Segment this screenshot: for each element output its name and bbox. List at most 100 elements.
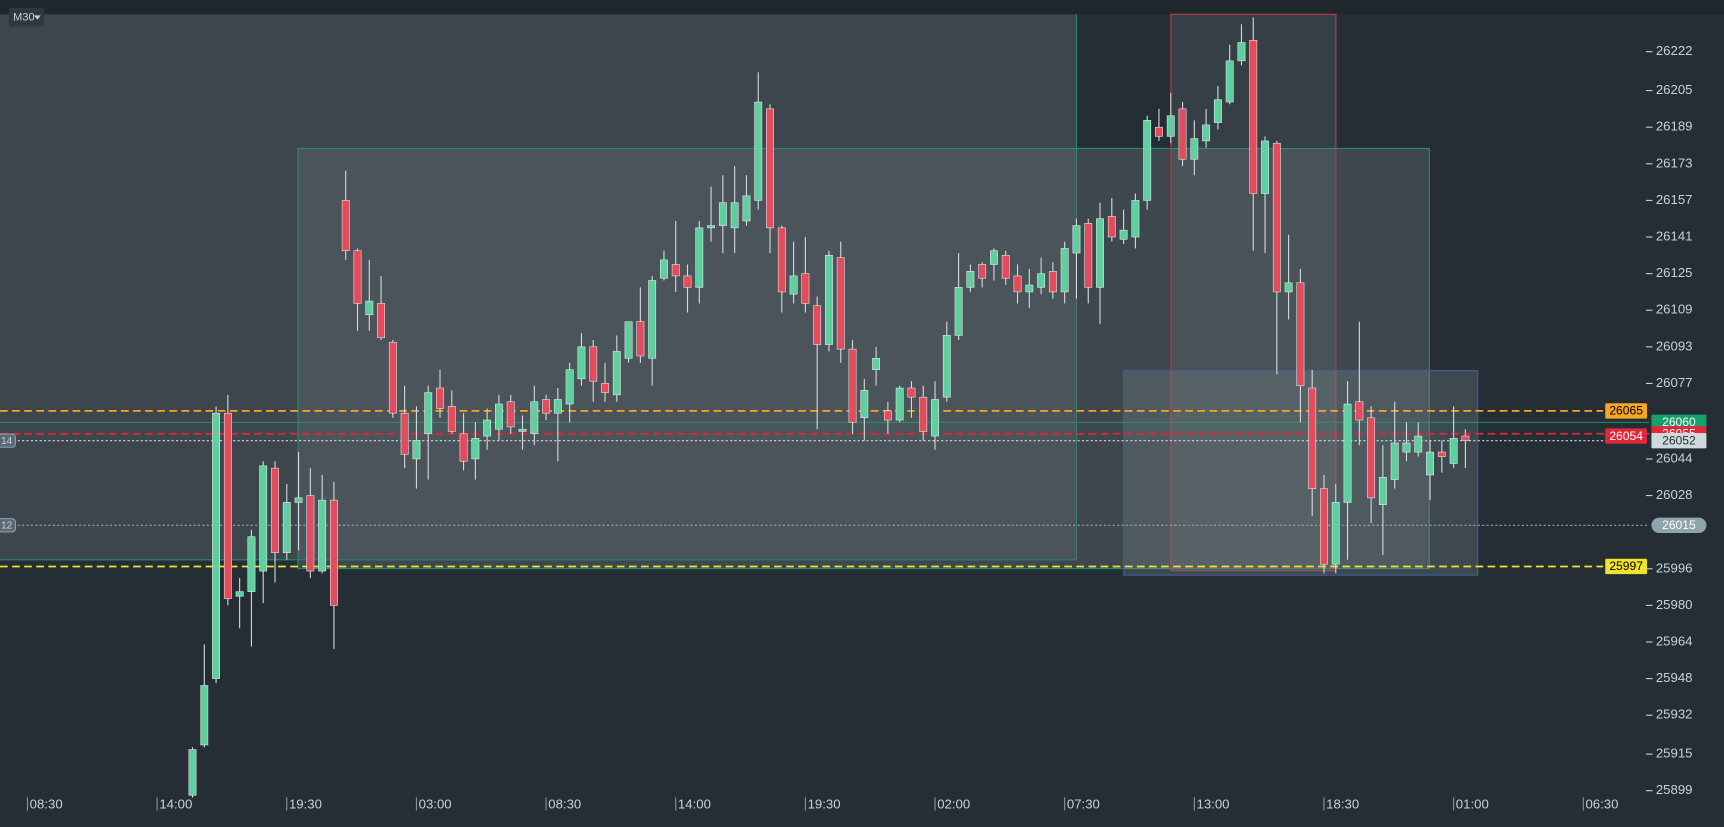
candle-body	[400, 412, 409, 455]
candle-body	[565, 369, 574, 405]
x-tick-label: 08:30	[548, 796, 581, 811]
level-tag	[1605, 558, 1648, 575]
candle-body	[766, 108, 774, 229]
x-tick-label: 14:00	[678, 796, 711, 811]
candle-body	[282, 502, 291, 554]
candle-body	[1426, 451, 1434, 476]
candle-body	[648, 280, 657, 359]
y-tick-label: 26173	[1656, 155, 1693, 170]
dropdown-arrow[interactable]	[34, 15, 41, 20]
y-tick-label: 26125	[1656, 265, 1693, 280]
candle-body	[1013, 275, 1022, 293]
x-tick-label: 02:00	[937, 796, 970, 811]
level-label: 26054	[1609, 429, 1643, 443]
x-tick-label: 01:00	[1456, 796, 1489, 811]
zone-gray	[0, 14, 1077, 560]
x-tick-label: 07:30	[1067, 796, 1100, 811]
candle-body	[436, 387, 444, 409]
x-tick-label: 08:30	[30, 796, 63, 811]
candle-body	[718, 202, 727, 226]
level-label: 26052	[1662, 433, 1696, 447]
candle-body	[1131, 200, 1140, 238]
candle-body	[1178, 108, 1187, 160]
candle-body	[601, 383, 609, 393]
x-tick-label: 19:30	[808, 796, 841, 811]
candle-body	[954, 287, 963, 336]
candle-body	[1166, 115, 1175, 137]
candle-body	[848, 348, 857, 423]
candle-body	[1308, 387, 1317, 489]
level-tag	[1651, 517, 1707, 533]
candle-body	[919, 396, 928, 432]
candle-body	[553, 399, 562, 414]
candle-body	[990, 250, 998, 265]
candles	[188, 17, 1470, 798]
candle-body	[459, 433, 468, 462]
candle-body	[341, 200, 350, 252]
candle-body	[447, 406, 456, 432]
candle-body	[612, 351, 621, 396]
y-tick-label: 26157	[1656, 192, 1693, 207]
candle-body	[1143, 120, 1152, 201]
candle-body	[1437, 451, 1446, 457]
y-tick-label: 25932	[1656, 707, 1693, 722]
candle-body	[1284, 282, 1293, 293]
candle-body	[1343, 403, 1352, 503]
candle-body	[883, 410, 892, 421]
candle-body	[1355, 401, 1364, 421]
y-tick-label: 26028	[1656, 487, 1693, 502]
candle-body	[388, 341, 397, 414]
candle-body	[1272, 142, 1281, 293]
candle-body	[247, 536, 256, 592]
candle-body	[424, 392, 433, 435]
level-tag	[1651, 432, 1707, 449]
candle-body	[1225, 60, 1234, 103]
candle-body	[777, 227, 786, 293]
candle-body	[1037, 273, 1046, 288]
axes: 25899 25915 25932 25948 25964 25980 25996 26028…	[0, 43, 1707, 811]
y-tick-label: 25980	[1656, 597, 1693, 612]
candle-body	[1320, 488, 1328, 565]
y-tick-label: 25948	[1656, 670, 1693, 685]
y-tick-label: 25996	[1656, 560, 1693, 575]
y-tick-label: 26077	[1656, 375, 1693, 390]
candle-body	[789, 275, 798, 295]
candle-body	[377, 303, 386, 338]
candle-body	[542, 399, 551, 414]
candle-body	[1414, 435, 1423, 453]
candle-body	[707, 225, 716, 229]
candle-body	[801, 273, 810, 304]
y-tick-label: 26222	[1656, 43, 1693, 58]
candle-body	[318, 499, 327, 572]
candle-body	[223, 412, 232, 599]
candle-body	[329, 499, 338, 606]
candle-body	[306, 495, 315, 572]
candle-body	[1155, 126, 1163, 137]
y-tick-label: 25964	[1656, 633, 1693, 648]
x-tick-label: 13:00	[1197, 796, 1230, 811]
x-tick-label: 06:30	[1585, 796, 1618, 811]
candle-body	[907, 387, 916, 398]
candle-body	[1378, 476, 1387, 505]
left-marker	[0, 433, 16, 448]
candle-body	[895, 387, 904, 421]
level-label: 26015	[1662, 518, 1696, 532]
y-tick-label: 26189	[1656, 119, 1693, 134]
candle-body	[754, 101, 763, 201]
candle-body	[742, 195, 751, 222]
candle-body	[471, 438, 480, 460]
candle-body	[1449, 438, 1458, 464]
y-tick-label: 25899	[1656, 782, 1693, 797]
candle-body	[825, 255, 833, 345]
y-tick-label: 26044	[1656, 450, 1693, 465]
candle-body	[1296, 282, 1305, 387]
candle-body	[1249, 39, 1258, 194]
timeframe-label[interactable]: M30	[13, 12, 34, 24]
candle-body	[1190, 138, 1199, 160]
x-tick-label: 03:00	[419, 796, 452, 811]
top-bar	[0, 0, 1724, 15]
candle-body	[836, 257, 845, 350]
candle-body	[966, 271, 975, 288]
timeframe-button[interactable]	[8, 7, 44, 27]
